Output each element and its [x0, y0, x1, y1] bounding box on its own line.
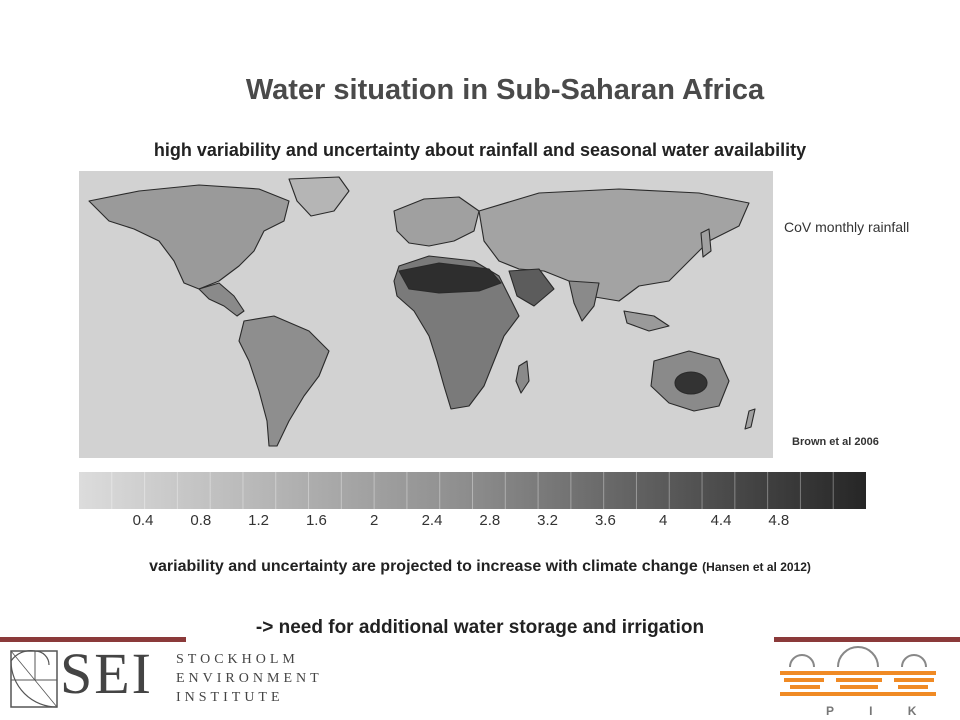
conclusion-text: -> need for additional water storage and… — [255, 617, 705, 638]
slide-subtitle: high variability and uncertainty about r… — [153, 140, 807, 160]
projection-text: variability and uncertainty are projecte… — [149, 558, 698, 575]
divider-rule-left — [0, 637, 186, 642]
colorbar-tick-label: 4.8 — [768, 512, 790, 529]
world-rainfall-map — [79, 171, 773, 458]
colorbar-tick-label: 3.2 — [537, 512, 559, 529]
colorbar-tick-label: 2.8 — [479, 512, 501, 529]
projection-citation: (Hansen et al 2012) — [702, 560, 811, 574]
colorbar-tick-labels: 0.4 0.8 1.2 1.6 2 2.4 2.8 3.2 3.6 4 4.4 4.8 — [79, 512, 866, 534]
pik-logo-icon — [780, 646, 936, 696]
sei-logo-wordmark: STOCKHOLM ENVIRONMENT INSTITUTE — [176, 650, 323, 707]
divider-rule-right — [774, 637, 960, 642]
colorbar-tick-label: 1.6 — [305, 512, 327, 529]
map-legend-label: CoV monthly rainfall — [784, 219, 910, 235]
map-source-citation: Brown et al 2006 — [792, 436, 879, 448]
slide-title: Water situation in Sub-Saharan Africa — [245, 74, 765, 106]
sei-logo-letters: SEI — [60, 641, 153, 706]
projection-statement: variability and uncertainty are projecte… — [0, 558, 960, 576]
colorbar-tick-label: 0.4 — [132, 512, 154, 529]
colorbar-tick-label: 2.4 — [421, 512, 443, 529]
colorbar-tick-label: 1.2 — [248, 512, 270, 529]
colorbar-tick-label: 3.6 — [594, 512, 616, 529]
sei-line-environment: ENVIRONMENT — [176, 671, 323, 686]
sei-line-institute: INSTITUTE — [176, 690, 284, 705]
colorbar-tick-label: 4 — [659, 512, 668, 529]
sei-golden-spiral-icon — [10, 650, 58, 708]
sei-line-stockholm: STOCKHOLM — [176, 652, 299, 667]
colorbar — [79, 472, 866, 509]
colorbar-tick-label: 4.4 — [710, 512, 732, 529]
colorbar-tick-label: 2 — [370, 512, 379, 529]
world-map-graphic — [79, 171, 773, 458]
colorbar-tick-label: 0.8 — [190, 512, 212, 529]
pik-logo-letters: P I K — [826, 704, 933, 718]
